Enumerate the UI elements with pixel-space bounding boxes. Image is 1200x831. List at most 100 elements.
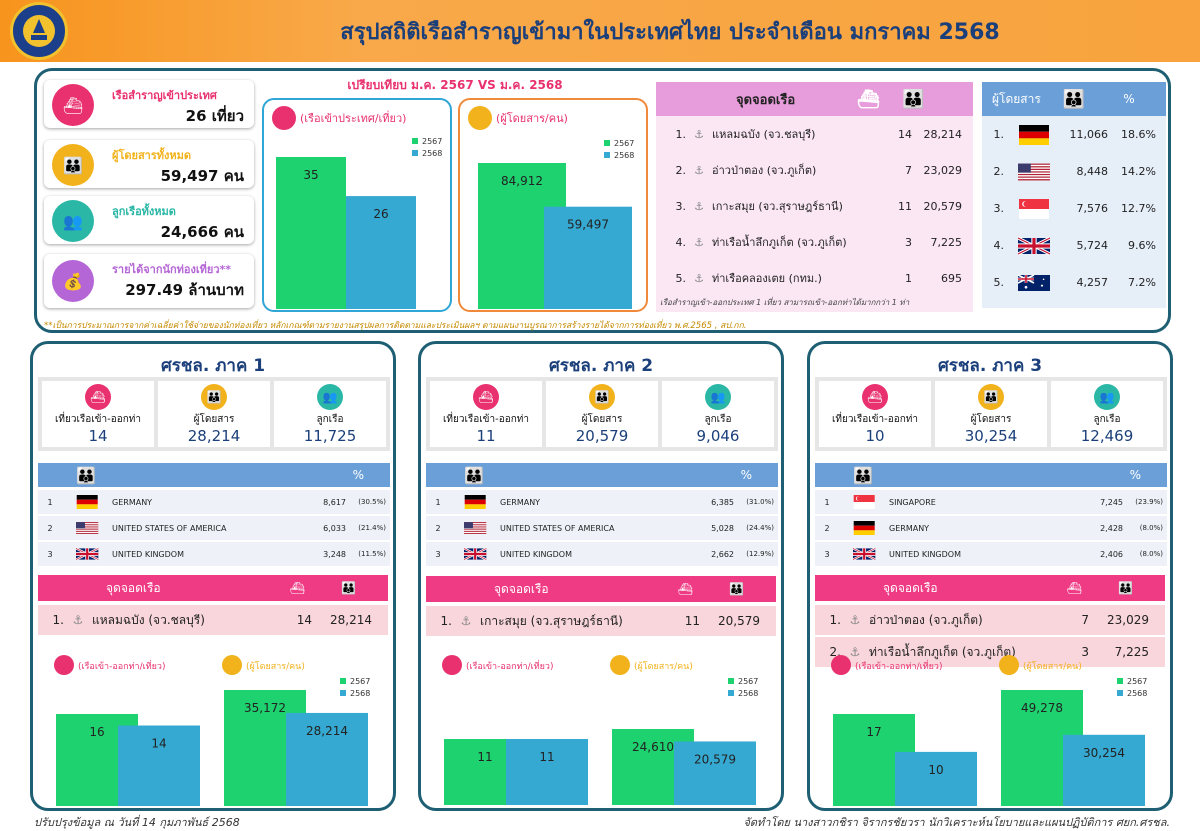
- region-stat-value: 30,254: [964, 426, 1018, 445]
- summary-card: 👪 ผู้โดยสารทั้งหมด 59,497 คน: [44, 140, 254, 188]
- anchor-icon: ⚓: [694, 199, 704, 213]
- nation-pct: (8.0%): [1139, 524, 1163, 532]
- nationality-value: 4,257: [1076, 276, 1109, 289]
- port-name: ท่าเรือคลองเตย (กทม.): [712, 272, 822, 285]
- passengers-table: ผู้โดยสาร 👪 % 1. 11,066 18.6% 2. 8,448 14.2% 3…: [982, 82, 1166, 308]
- flag-usa-icon: [1018, 162, 1052, 182]
- family-icon: 👪: [853, 465, 873, 485]
- anchor-icon: ⚓: [849, 613, 861, 627]
- region-title: ศรชล. ภาค 3: [937, 356, 1043, 376]
- region-nation-row: 2 UNITED STATES OF AMERICA 6,033 (21.4%): [38, 516, 390, 541]
- flag-singapore-icon: [1018, 198, 1052, 219]
- region-title: ศรชล. ภาค 1: [160, 356, 266, 376]
- port-pax: 7,225: [1114, 645, 1149, 659]
- nationality-row: 2. 8,448 14.2%: [982, 153, 1166, 190]
- nationality-value: 8,448: [1076, 165, 1109, 178]
- port-name: แหลมฉบัง (จว.ชลบุรี): [92, 612, 205, 627]
- summary-value: 24,666 คน: [160, 223, 244, 241]
- region-port-row: 1. ⚓ เกาะสมุย (จว.สุราษฎร์ธานี) 11 20,579: [426, 606, 776, 636]
- port-rank: 1.: [675, 127, 687, 141]
- compare-title: เปรียบเทียบ ม.ค. 2567 VS ม.ค. 2568: [347, 78, 563, 92]
- ports-rows: 1. ⚓ แหลมฉบัง (จว.ชลบุรี) 14 28,214 2. ⚓ อ่าวป่…: [656, 116, 973, 296]
- passengers-rows: 1. 11,066 18.6% 2. 8,448 14.2% 3. 7,576 12.7% 4. 5…: [982, 116, 1166, 301]
- nationality-rank: 4.: [993, 239, 1005, 252]
- ship-icon: ⛴: [52, 84, 94, 126]
- region-nation-row: 2 UNITED STATES OF AMERICA 5,028 (24.4%): [426, 516, 778, 541]
- region-stat-value: 20,579: [575, 426, 629, 445]
- region-port-row: 1. ⚓ อ่าวป่าตอง (จว.ภูเก็ต) 7 23,029: [815, 605, 1165, 635]
- anchor-icon: ⚓: [849, 645, 861, 659]
- flag-australia-icon: [1018, 273, 1052, 293]
- region-nation-row: 1 GERMANY 6,385 (31.0%): [426, 490, 778, 515]
- region-stat: 👥 ลูกเรือ 9,046: [662, 381, 774, 447]
- nation-value: 2,662: [711, 549, 734, 559]
- port-pax: 695: [941, 271, 962, 285]
- crew-icon: 👥: [52, 200, 94, 242]
- region-stat-label: ผู้โดยสาร: [581, 413, 623, 425]
- nationality-row: 5. 4,257 7.2%: [982, 264, 1166, 301]
- region-stat-label: เที่ยวเรือเข้า-ออกท่า: [831, 413, 919, 425]
- nation-name: GERMANY: [889, 523, 930, 533]
- nation-value: 3,248: [323, 549, 346, 559]
- region-stat-label: ผู้โดยสาร: [193, 413, 235, 425]
- port-row: 2. ⚓ อ่าวป่าตอง (จว.ภูเก็ต) 7 23,029: [656, 152, 973, 188]
- region-stat-value: 14: [88, 426, 108, 445]
- credit-text: จัดทำโดย นางสาวกชิรา จิรากรชัยวรา นักวิเ…: [743, 816, 1170, 829]
- region-stat-label: ผู้โดยสาร: [970, 413, 1012, 425]
- nationality-row: 4. 5,724 9.6%: [982, 227, 1166, 264]
- nation-value: 6,033: [323, 523, 346, 533]
- agency-logo: [10, 2, 68, 60]
- nation-name: UNITED KINGDOM: [112, 549, 184, 559]
- port-row: 5. ⚓ ท่าเรือคลองเตย (กทม.) 1 695: [656, 260, 973, 296]
- crew-icon: 👥: [317, 383, 343, 410]
- port-rank: 2.: [675, 163, 687, 177]
- region-ports-title: จุดจอดเรือ: [883, 580, 938, 595]
- people-icon: 👪: [729, 582, 744, 596]
- family-icon: 👪: [76, 465, 96, 485]
- port-name: อ่าวป่าตอง (จว.ภูเก็ต): [712, 164, 817, 177]
- port-pax: 23,029: [1107, 613, 1149, 627]
- nation-pct: (24.4%): [746, 524, 774, 532]
- port-name: เกาะสมุย (จว.สุราษฎร์ธานี): [712, 200, 843, 213]
- port-ships: 3: [905, 235, 912, 249]
- nation-rank: 3: [47, 549, 53, 559]
- port-name: อ่าวป่าตอง (จว.ภูเก็ต): [869, 612, 983, 627]
- nation-pct: (23.9%): [1135, 498, 1163, 506]
- passengers-table-title: ผู้โดยสาร: [992, 91, 1041, 106]
- ports-table-title: จุดจอดเรือ: [736, 92, 796, 108]
- nationality-pct: 18.6%: [1121, 128, 1156, 141]
- nation-pct: (8.0%): [1139, 550, 1163, 558]
- port-ships: 3: [1081, 645, 1089, 659]
- region-stats: ⛴ เที่ยวเรือเข้า-ออกท่า 10 👪 ผู้โดยสาร 30,254…: [815, 377, 1167, 451]
- crew-icon: 👥: [1094, 383, 1120, 410]
- flag-germany-icon: [853, 521, 878, 535]
- ship-icon: ⛴: [677, 582, 694, 596]
- passenger-icon: 👪: [52, 144, 94, 186]
- nation-rank: 2: [435, 523, 441, 533]
- nation-pct: (30.5%): [358, 498, 386, 506]
- region-nation-row: 3 UNITED KINGDOM 2,406 (8.0%): [815, 542, 1167, 567]
- region-stat: 👪 ผู้โดยสาร 30,254: [935, 381, 1047, 447]
- port-ships: 11: [684, 614, 700, 628]
- nation-pct: (31.0%): [746, 498, 774, 506]
- nation-rank: 3: [435, 549, 441, 559]
- port-name: เกาะสมุย (จว.สุราษฎร์ธานี): [480, 613, 623, 628]
- summary-label: ลูกเรือทั้งหมด: [112, 205, 176, 218]
- summary-value: 59,497 คน: [160, 167, 244, 185]
- nation-rank: 1: [824, 497, 830, 507]
- port-ships: 7: [1081, 613, 1089, 627]
- summary-value: 297.49 ล้านบาท: [125, 281, 244, 299]
- people-icon: 👪: [902, 88, 925, 110]
- passenger-icon: 👪: [589, 383, 615, 410]
- nation-value: 8,617: [323, 497, 346, 507]
- people-icon: 👪: [1118, 581, 1133, 595]
- passenger-icon: 👪: [978, 383, 1004, 410]
- region-stat: ⛴ เที่ยวเรือเข้า-ออกท่า 10: [819, 381, 931, 447]
- summary-value: 26 เที่ยว: [185, 107, 244, 125]
- region-title: ศรชล. ภาค 2: [548, 356, 654, 376]
- nationality-row: 1. 11,066 18.6%: [982, 116, 1166, 153]
- anchor-icon: ⚓: [694, 127, 704, 141]
- nation-rank: 3: [824, 549, 830, 559]
- port-rank: 5.: [675, 271, 687, 285]
- anchor-icon: ⚓: [694, 163, 704, 177]
